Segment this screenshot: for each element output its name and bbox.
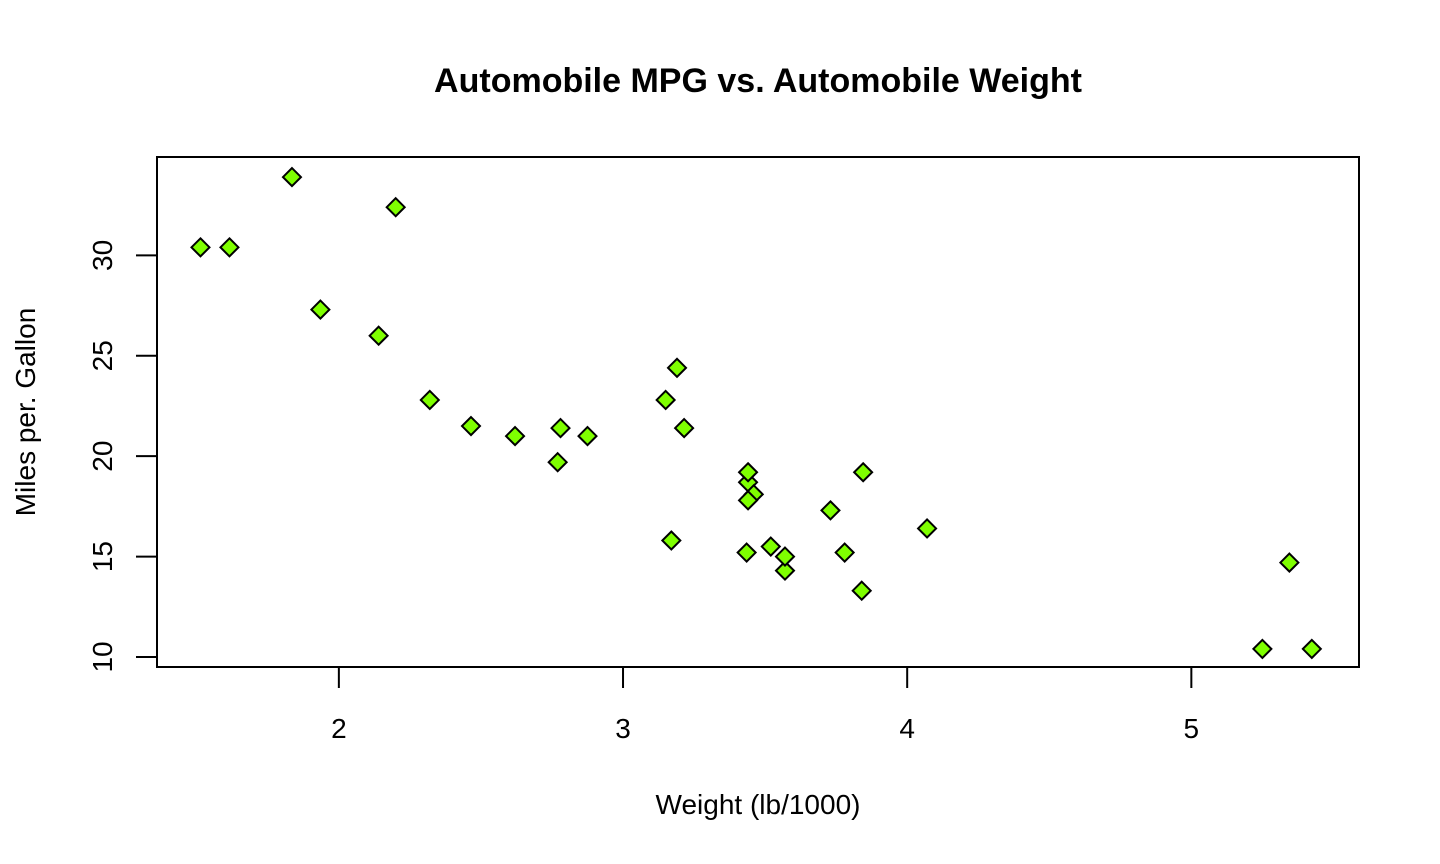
chart-title: Automobile MPG vs. Automobile Weight (434, 62, 1082, 100)
data-point-15 (1301, 638, 1323, 660)
data-point-31 (550, 417, 571, 439)
x-tick-label-3: 3 (615, 713, 631, 744)
data-point-20 (460, 415, 482, 437)
data-point-6 (774, 560, 796, 582)
data-point-13 (834, 542, 856, 563)
data-point-17 (385, 196, 407, 218)
y-tick-label-25: 25 (87, 340, 118, 371)
data-points (190, 166, 1323, 660)
data-point-24 (852, 461, 874, 483)
data-point-30 (774, 546, 796, 567)
data-point-0 (504, 425, 526, 447)
y-axis: 10 15 20 25 30 (87, 240, 158, 673)
data-point-26 (368, 325, 390, 347)
data-point-8 (655, 389, 677, 411)
y-tick-label-20: 20 (87, 441, 118, 472)
data-point-2 (419, 389, 441, 411)
data-point-7 (666, 357, 688, 379)
data-point-16 (1278, 552, 1300, 574)
data-point-1 (577, 425, 598, 447)
y-tick-label-10: 10 (87, 641, 118, 672)
data-point-14 (1251, 638, 1273, 660)
data-point-18 (219, 236, 240, 258)
data-point-23 (851, 580, 873, 602)
x-axis-label: Weight (lb/1000) (656, 789, 861, 820)
data-point-28 (660, 530, 682, 551)
data-point-12 (820, 499, 841, 521)
data-point-27 (190, 236, 211, 258)
y-axis-label: Miles per. Gallon (10, 308, 41, 517)
data-point-10 (737, 489, 759, 511)
x-tick-label-2: 2 (331, 713, 347, 744)
data-point-29 (547, 451, 569, 473)
data-point-3 (673, 417, 695, 439)
x-tick-label-4: 4 (899, 713, 915, 744)
data-point-9 (737, 461, 759, 483)
data-point-21 (760, 536, 782, 557)
x-axis: 2 3 4 5 (331, 666, 1200, 744)
y-tick-label-30: 30 (87, 240, 118, 271)
y-tick-label-15: 15 (87, 541, 118, 572)
x-tick-label-5: 5 (1184, 713, 1200, 744)
data-point-22 (736, 542, 758, 563)
data-point-11 (916, 518, 938, 539)
data-point-25 (309, 299, 331, 321)
data-point-19 (281, 166, 303, 188)
